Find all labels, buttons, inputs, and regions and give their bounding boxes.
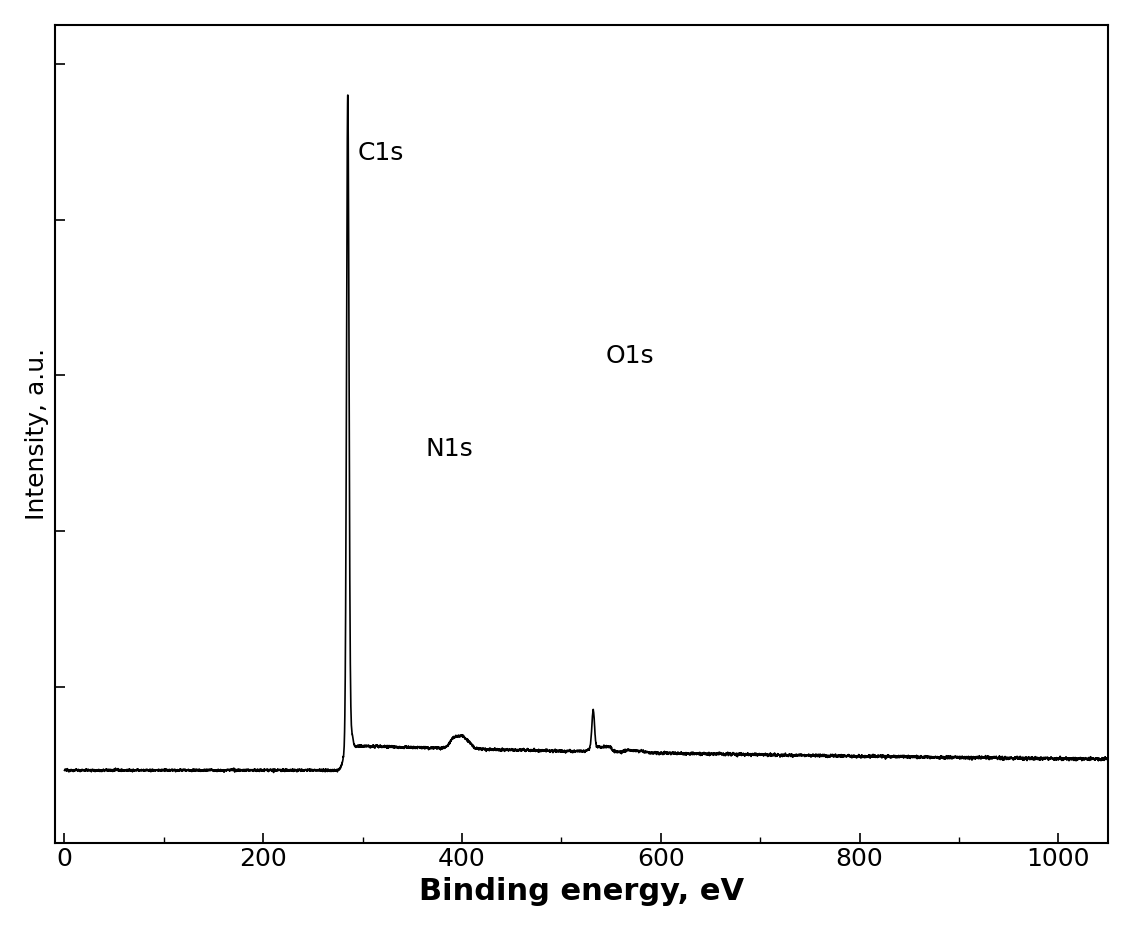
X-axis label: Binding energy, eV: Binding energy, eV: [419, 877, 744, 906]
Text: O1s: O1s: [606, 344, 655, 368]
Text: C1s: C1s: [358, 142, 404, 165]
Y-axis label: Intensity, a.u.: Intensity, a.u.: [25, 348, 49, 519]
Text: N1s: N1s: [425, 437, 472, 461]
